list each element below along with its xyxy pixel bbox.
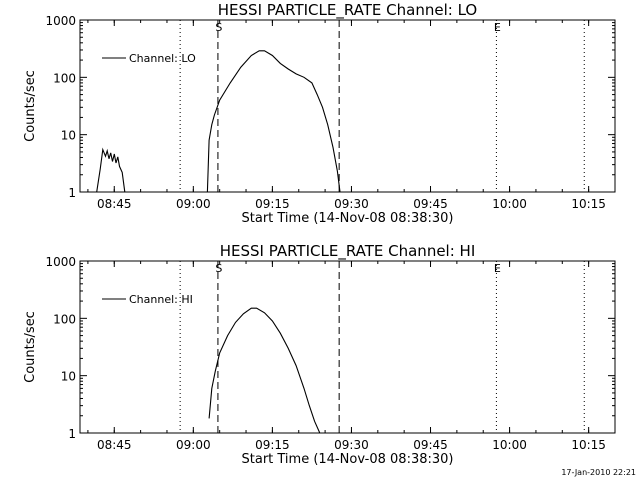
footer-timestamp: 17-Jan-2010 22:21	[561, 468, 636, 477]
y-axis-label: Counts/sec	[23, 311, 38, 383]
x-tick-label: 09:15	[255, 438, 290, 452]
legend-label: Channel: HI	[129, 293, 193, 306]
plot-frame	[79, 19, 616, 193]
x-axis-label: Start Time (14-Nov-08 08:38:30)	[242, 211, 454, 226]
x-tick-label: 09:45	[413, 438, 448, 452]
plot-frame	[79, 260, 616, 434]
x-tick-label: 09:00	[176, 197, 211, 211]
x-tick-label: 09:00	[176, 438, 211, 452]
x-tick-label: 08:45	[97, 438, 132, 452]
chart-title: HESSI PARTICLE_RATE Channel: HI	[220, 242, 476, 261]
x-tick-label: 09:15	[255, 197, 290, 211]
x-tick-label: 10:15	[571, 197, 606, 211]
legend-label: Channel: LO	[129, 52, 196, 65]
y-tick-label: 1	[68, 186, 76, 200]
x-tick-label: 09:30	[334, 197, 369, 211]
x-tick-label: 10:00	[492, 197, 527, 211]
series-line	[206, 50, 341, 193]
marker-label: S	[215, 21, 222, 34]
x-tick-label: 09:30	[334, 438, 369, 452]
series-line	[96, 147, 126, 193]
y-tick-label: 100	[53, 71, 76, 85]
x-axis-label: Start Time (14-Nov-08 08:38:30)	[242, 452, 454, 467]
x-tick-label: 10:00	[492, 438, 527, 452]
y-tick-label: 1000	[45, 255, 76, 269]
x-tick-label: 09:45	[413, 197, 448, 211]
marker-label: E	[494, 21, 501, 34]
marker-label: S	[215, 262, 222, 275]
series-line	[208, 307, 321, 434]
y-tick-label: 10	[61, 129, 76, 143]
x-tick-label: 10:15	[571, 438, 606, 452]
y-tick-label: 1	[68, 427, 76, 441]
y-axis-label: Counts/sec	[23, 70, 38, 142]
chart-title: HESSI PARTICLE_RATE Channel: LO	[218, 1, 477, 20]
marker-label: E	[494, 262, 501, 275]
y-tick-label: 10	[61, 370, 76, 384]
y-tick-label: 1000	[45, 14, 76, 28]
y-tick-label: 100	[53, 312, 76, 326]
x-tick-label: 08:45	[97, 197, 132, 211]
